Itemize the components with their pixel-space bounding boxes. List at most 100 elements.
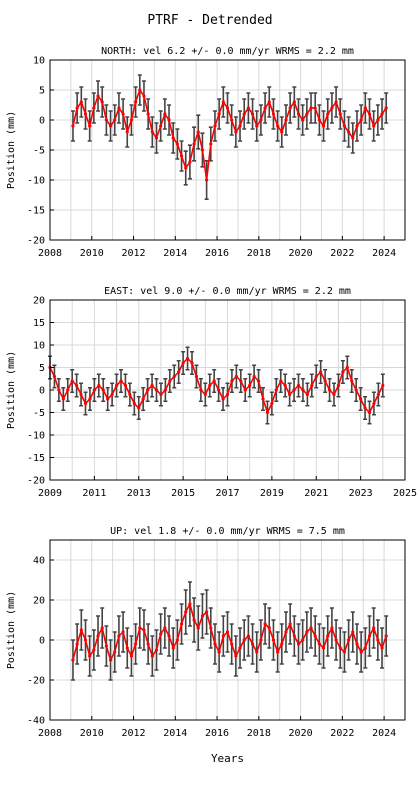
north-data-point [359,118,363,122]
east-data-point [345,365,349,370]
north-data-point [134,100,138,104]
north-data-point [175,142,179,146]
up-data-point [347,638,351,642]
east-data-point [150,383,154,388]
up-data-point [221,634,225,638]
up-data-point [267,626,271,630]
north-data-point [342,124,347,128]
north-data-point [301,118,305,122]
north-data-point [154,136,159,140]
north-data-point [384,106,388,110]
north-data-point [372,124,376,128]
north-data-point [159,124,163,128]
up-data-point [296,642,301,646]
east-x-tick-label: 2023 [349,488,373,499]
north-y-tick-label: -20 [27,236,45,247]
up-data-point [230,642,234,646]
up-data-point [363,646,367,650]
up-plot-frame [49,539,406,721]
north-data-point [246,106,250,110]
east-data-point [119,379,123,383]
east-data-point [128,392,132,397]
east-data-point [363,406,367,410]
east-y-tick-label: -10 [27,431,45,442]
north-data-point [96,94,100,98]
north-x-tick-label: 2016 [205,248,229,259]
east-data-point [310,383,314,388]
north-data-point [100,100,104,104]
east-data-point [137,406,141,410]
up-data-point [209,626,213,630]
east-data-point [123,383,128,388]
east-panel-title: EAST: vel 9.0 +/- 0.0 mm/yr WRMS = 2.2 m… [104,286,351,297]
east-y-tick-label: -5 [33,408,45,419]
east-data-point [75,383,79,388]
east-data-point [319,370,323,374]
east-data-point [301,388,305,392]
up-data-point [100,626,104,630]
north-data-point [309,106,313,110]
east-y-tick-label: 15 [33,318,45,329]
up-data-point [71,658,75,662]
east-data-point [66,388,70,392]
east-data-point [88,397,92,401]
north-data-point [171,136,175,140]
east-x-tick-label: 2009 [38,488,62,499]
east-data-point [57,388,61,392]
north-data-point [363,106,367,110]
north-data-point [75,106,79,110]
north-data-point [217,112,221,116]
east-data-point [359,397,363,401]
east-x-tick-label: 2021 [304,488,328,499]
up-data-point [213,642,217,646]
east-data-point [194,374,199,379]
east-data-point [230,379,234,383]
north-data-point [184,166,188,170]
north-data-point [334,100,338,104]
east-data-point [341,370,345,374]
east-data-point [97,383,101,388]
north-data-point [117,106,121,110]
up-data-point [380,646,384,650]
up-data-point [263,622,267,626]
north-data-point [338,112,342,116]
north-data-point [376,118,380,122]
north-data-point [213,124,217,128]
north-data-point [129,118,134,122]
east-data-point [350,379,354,383]
north-x-tick-label: 2012 [121,248,145,259]
north-data-point [225,106,230,110]
north-data-point [263,106,267,110]
north-x-tick-label: 2024 [372,248,396,259]
up-y-tick-label: -20 [27,676,45,687]
east-data-point [323,379,327,383]
east-x-tick-label: 2025 [393,488,417,499]
north-data-point [146,112,150,116]
east-data-point [221,397,225,401]
east-data-point [79,392,83,397]
north-data-point [88,124,92,128]
east-data-point [177,370,181,374]
up-data-point [271,638,276,642]
east-data-point [146,388,150,392]
east-data-point [154,388,159,392]
north-data-point [108,124,113,128]
east-data-point [336,383,341,388]
north-data-point [330,106,334,110]
up-data-point [117,634,121,638]
east-y-axis-label: Position (mm) [6,351,17,429]
up-data-point [125,646,129,650]
north-data-point [188,160,192,164]
north-x-tick-label: 2018 [247,248,271,259]
north-data-point [150,130,154,134]
up-data-point [154,648,159,652]
up-data-point [200,614,205,618]
north-y-tick-label: 0 [39,116,45,127]
north-series-line [72,88,387,181]
north-data-point [351,136,355,140]
north-data-point [200,148,205,152]
east-x-tick-label: 2011 [82,488,106,499]
up-data-point [121,630,125,634]
east-data-point [185,356,190,361]
